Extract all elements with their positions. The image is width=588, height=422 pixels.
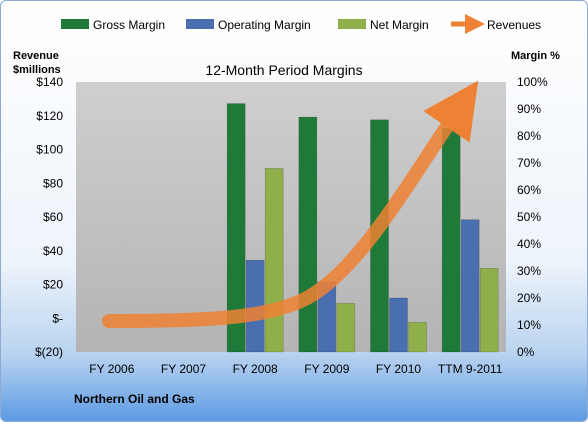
right-tick-label: 50%: [517, 210, 541, 224]
legend-label-gross-margin: Gross Margin: [93, 18, 165, 32]
left-tick-label: $20: [43, 278, 63, 292]
right-tick-label: 90%: [517, 102, 541, 116]
chart-title: 12-Month Period Margins: [205, 62, 362, 78]
left-tick-label: $(20): [35, 345, 63, 359]
y-right-label: Margin %: [511, 50, 560, 62]
right-axis-ticks: 0% 10% 20% 30% 40% 50% 60% 70% 80% 90% 100%: [517, 75, 548, 359]
right-tick-label: 0%: [517, 345, 535, 359]
left-tick-label: $80: [43, 176, 63, 190]
left-axis-ticks: $(20) $- $20 $40 $60 $80 $100 $120 $140: [35, 75, 63, 359]
legend-label-revenues: Revenues: [487, 18, 541, 32]
bar-net-margin: [336, 303, 356, 353]
legend-swatch-operating-margin: [186, 19, 214, 29]
category-label: FY 2010: [376, 362, 421, 376]
bar-operating-margin: [460, 219, 480, 353]
category-label: FY 2006: [89, 362, 134, 376]
right-tick-label: 70%: [517, 156, 541, 170]
legend-swatch-gross-margin: [61, 19, 89, 29]
left-tick-label: $120: [36, 109, 63, 123]
left-tick-label: $60: [43, 210, 63, 224]
right-tick-label: 40%: [517, 237, 541, 251]
bar-gross-margin: [298, 116, 318, 353]
right-tick-label: 30%: [517, 264, 541, 278]
y-left-label-line2: $millions: [13, 64, 61, 76]
category-label: FY 2009: [304, 362, 349, 376]
category-label: FY 2007: [161, 362, 206, 376]
right-tick-label: 20%: [517, 291, 541, 305]
category-labels: FY 2006 FY 2007 FY 2008 FY 2009 FY 2010 TTM 9…: [89, 362, 502, 376]
legend-label-net-margin: Net Margin: [370, 18, 429, 32]
bar-gross-margin: [441, 127, 461, 353]
company-name: Northern Oil and Gas: [74, 392, 195, 406]
bar-net-margin: [479, 267, 499, 353]
left-tick-label: $40: [43, 244, 63, 258]
left-tick-label: $100: [36, 143, 63, 157]
legend: Gross Margin Operating Margin Net Margin…: [61, 14, 541, 34]
left-tick-label: $140: [36, 75, 63, 89]
bar-net-margin: [264, 168, 284, 353]
y-left-label-line1: Revenue: [13, 50, 59, 62]
category-label: FY 2008: [233, 362, 278, 376]
legend-swatch-net-margin: [338, 19, 366, 29]
bar-operating-margin: [389, 297, 408, 353]
bar-net-margin: [408, 321, 427, 353]
right-tick-label: 60%: [517, 183, 541, 197]
right-tick-label: 100%: [517, 75, 548, 89]
right-tick-label: 80%: [517, 129, 541, 143]
legend-label-operating-margin: Operating Margin: [218, 18, 311, 32]
bar-gross-margin: [226, 103, 246, 353]
left-tick-label: $-: [52, 311, 63, 325]
right-tick-label: 10%: [517, 318, 541, 332]
revenue-trend-arrow: [102, 80, 479, 328]
category-label: TTM 9-2011: [438, 362, 503, 376]
